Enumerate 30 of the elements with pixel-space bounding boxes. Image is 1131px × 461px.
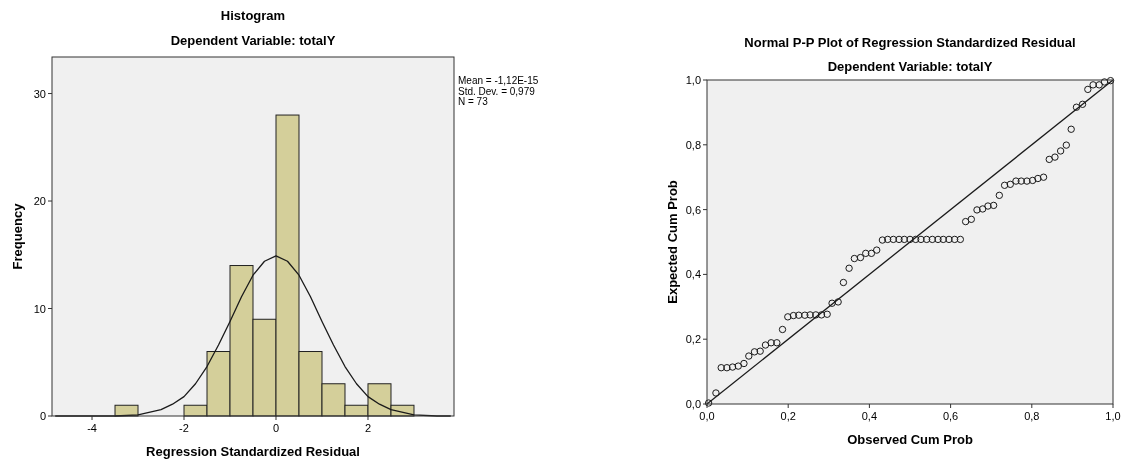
y-tick-label: 0,4 [685,268,701,281]
x-tick-label: 0,6 [942,410,959,422]
x-tick-label: 1,0 [1105,410,1121,422]
y-tick-label: 0,6 [685,203,701,216]
text: Mean = -1,12E-15 [458,75,539,86]
x-axis-title: Observed Cum Prob [847,432,973,447]
x-tick-label: 0,0 [699,410,715,422]
y-tick-label: 30 [33,87,46,100]
x-axis-title: Regression Standardized Residual [146,444,360,459]
y-tick-label: 20 [33,195,46,208]
x-tick-label: 0,8 [1024,410,1040,422]
x-tick-label: 0 [272,422,280,434]
chart-title: Normal P-P Plot of Regression Standardized Residual [744,35,1076,50]
text: Std. Dev. = 0,979 [458,85,536,97]
y-tick-label: 0,8 [685,138,701,151]
y-axis-title: Frequency [10,202,25,270]
chart-title: Histogram [220,8,286,23]
y-tick-label: 10 [33,302,46,315]
x-tick-label: 2 [364,422,372,434]
y-tick-label: 1,0 [685,74,701,86]
chart-subtitle: Dependent Variable: totalY [170,33,336,48]
y-tick-label: 0,2 [685,333,701,346]
y-axis-title: Expected Cum Prob [665,180,680,304]
x-tick-label: -2 [179,422,189,434]
x-tick-label: -4 [87,422,97,434]
x-tick-label: 0,4 [861,410,878,422]
text: N = 73 [458,96,489,107]
x-tick-label: 0,2 [780,410,796,422]
chart-subtitle: Dependent Variable: totalY [827,59,993,74]
y-tick-label: 0,0 [685,398,701,410]
